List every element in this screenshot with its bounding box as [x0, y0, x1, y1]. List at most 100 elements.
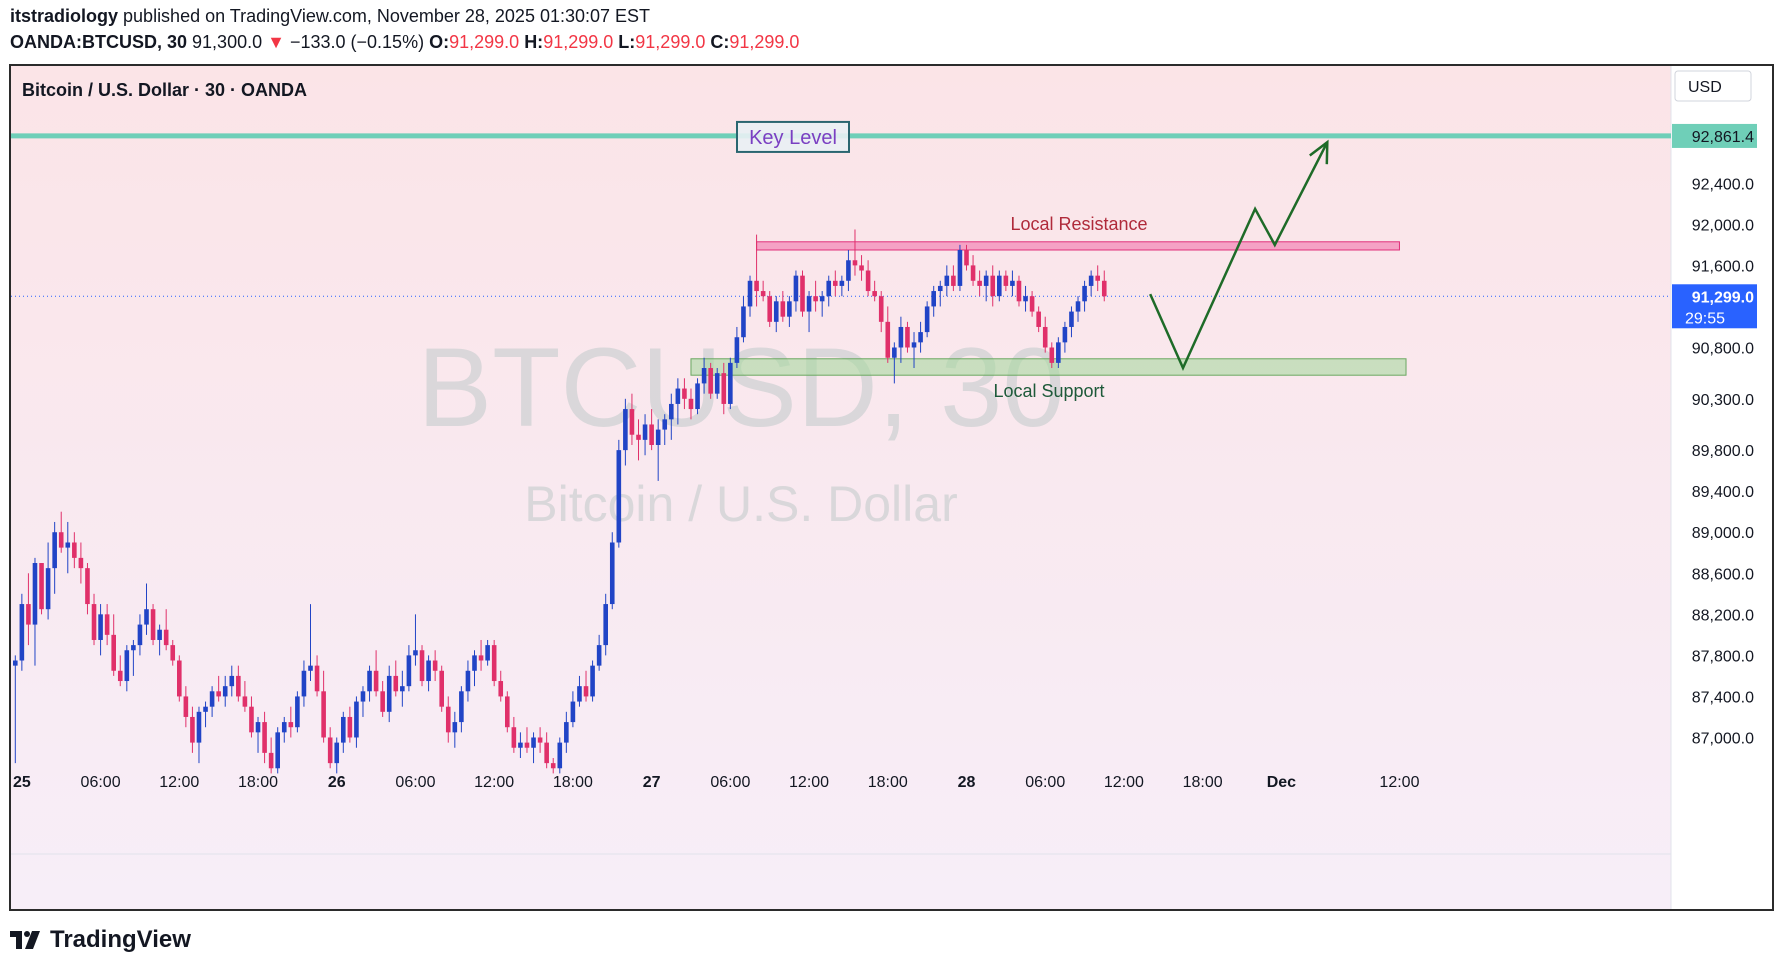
candle-body: [45, 568, 51, 610]
candle-body: [445, 706, 451, 733]
candle-up: [406, 645, 412, 692]
candle-body: [98, 614, 103, 640]
candle-body: [734, 337, 740, 363]
candle-body: [905, 326, 910, 348]
candle-up: [1056, 337, 1061, 369]
candle-up: [209, 686, 215, 717]
candle-body: [1049, 347, 1055, 363]
candle-up: [623, 398, 628, 466]
candle-up: [65, 521, 71, 574]
candle-down: [505, 691, 510, 733]
time-tick-label: 06:00: [395, 774, 435, 791]
candle-body: [380, 691, 385, 712]
close-value: 91,299.0: [729, 32, 800, 52]
candle-up: [131, 639, 136, 676]
candle-body: [393, 675, 399, 692]
candle-body: [1042, 326, 1048, 348]
candle-body: [19, 604, 25, 661]
candle-up: [229, 665, 235, 697]
price-axis[interactable]: 92,400.0 92,000.0 91,600.0 90,800.0 90,300.0…: [1672, 123, 1757, 748]
support-zone: [690, 358, 1407, 376]
key-level-label: Key Level: [749, 127, 837, 149]
candle-down: [78, 542, 84, 584]
candle-up: [1010, 270, 1015, 297]
candle-up: [701, 357, 707, 394]
candle-up: [787, 296, 792, 327]
candle-body: [970, 265, 976, 281]
candle-body: [577, 686, 582, 702]
candle-down: [544, 732, 549, 769]
candle-body: [682, 388, 687, 399]
candle-up: [846, 249, 851, 292]
chart-frame[interactable]: BTCUSD, 30 Bitcoin / U.S. Dollar Bitcoin…: [9, 64, 1774, 911]
watermark-symbol: BTCUSD, 30: [417, 325, 1064, 450]
candle-body: [846, 260, 851, 281]
candle-up: [1023, 285, 1028, 312]
candle-down: [885, 306, 891, 363]
candle-up: [203, 701, 208, 728]
candle-body: [951, 275, 956, 286]
candle-body: [58, 532, 64, 548]
candle-body: [419, 650, 425, 682]
candle-down: [478, 639, 484, 671]
candle-body: [400, 686, 405, 692]
candle-body: [485, 645, 490, 661]
time-tick-label: 12:00: [474, 774, 514, 791]
candle-down: [537, 727, 543, 753]
candle-body: [196, 711, 202, 743]
open-value: 91,299.0: [449, 32, 520, 52]
candle-body: [826, 280, 832, 297]
candle-down: [249, 696, 254, 738]
candle-down: [951, 265, 956, 292]
candle-up: [157, 624, 162, 656]
candle-down: [1003, 270, 1009, 292]
candle-up: [773, 296, 779, 333]
candle-body: [1088, 275, 1094, 286]
candle-body: [426, 660, 431, 682]
candle-body: [1036, 311, 1041, 327]
candle-body: [1010, 280, 1015, 286]
candle-down: [524, 727, 530, 753]
candle-body: [459, 691, 464, 723]
candle-body: [144, 609, 149, 625]
candle-body: [137, 624, 143, 646]
author-name[interactable]: itstradiology: [10, 6, 119, 26]
candle-up: [839, 275, 845, 297]
candle-up: [386, 665, 392, 723]
price-chart[interactable]: BTCUSD, 30 Bitcoin / U.S. Dollar Bitcoin…: [11, 66, 1772, 909]
time-tick-label: 12:00: [1104, 774, 1144, 791]
candle-body: [885, 321, 891, 358]
candle-down: [550, 758, 556, 774]
candle-body: [491, 645, 497, 682]
candle-body: [216, 691, 221, 697]
candle-body: [557, 742, 563, 769]
candle-body: [819, 296, 825, 302]
tradingview-footer[interactable]: TradingView: [10, 926, 191, 954]
candle-down: [964, 244, 969, 271]
candle-body: [892, 347, 897, 358]
candle-up: [734, 326, 740, 369]
current-price-label: 91,299.0: [1692, 289, 1754, 306]
time-tick-label: Dec: [1267, 774, 1296, 791]
candle-body: [354, 701, 359, 738]
candle-body: [373, 670, 379, 692]
time-tick-label: 26: [328, 774, 346, 791]
time-axis[interactable]: 25 06:00 12:00 18:00 26 06:00 12:00 18:00 27 06:0…: [13, 774, 1420, 791]
candle-body: [104, 614, 110, 635]
candle-down: [721, 362, 727, 415]
candle-down: [970, 255, 976, 286]
candle-body: [603, 604, 608, 646]
candle-down: [649, 409, 654, 451]
candle-body: [327, 737, 333, 764]
candle-countdown: 29:55: [1685, 310, 1725, 327]
price-tick-label: 90,300.0: [1692, 392, 1754, 409]
price-tick-label: 90,800.0: [1692, 340, 1754, 357]
candle-up: [937, 280, 943, 307]
candle-body: [918, 332, 923, 343]
candle-body: [518, 742, 523, 748]
candle-up: [655, 419, 661, 481]
candle-up: [557, 737, 563, 774]
candle-body: [150, 609, 156, 640]
candle-up: [32, 557, 38, 666]
currency-box[interactable]: USD: [1674, 70, 1752, 102]
